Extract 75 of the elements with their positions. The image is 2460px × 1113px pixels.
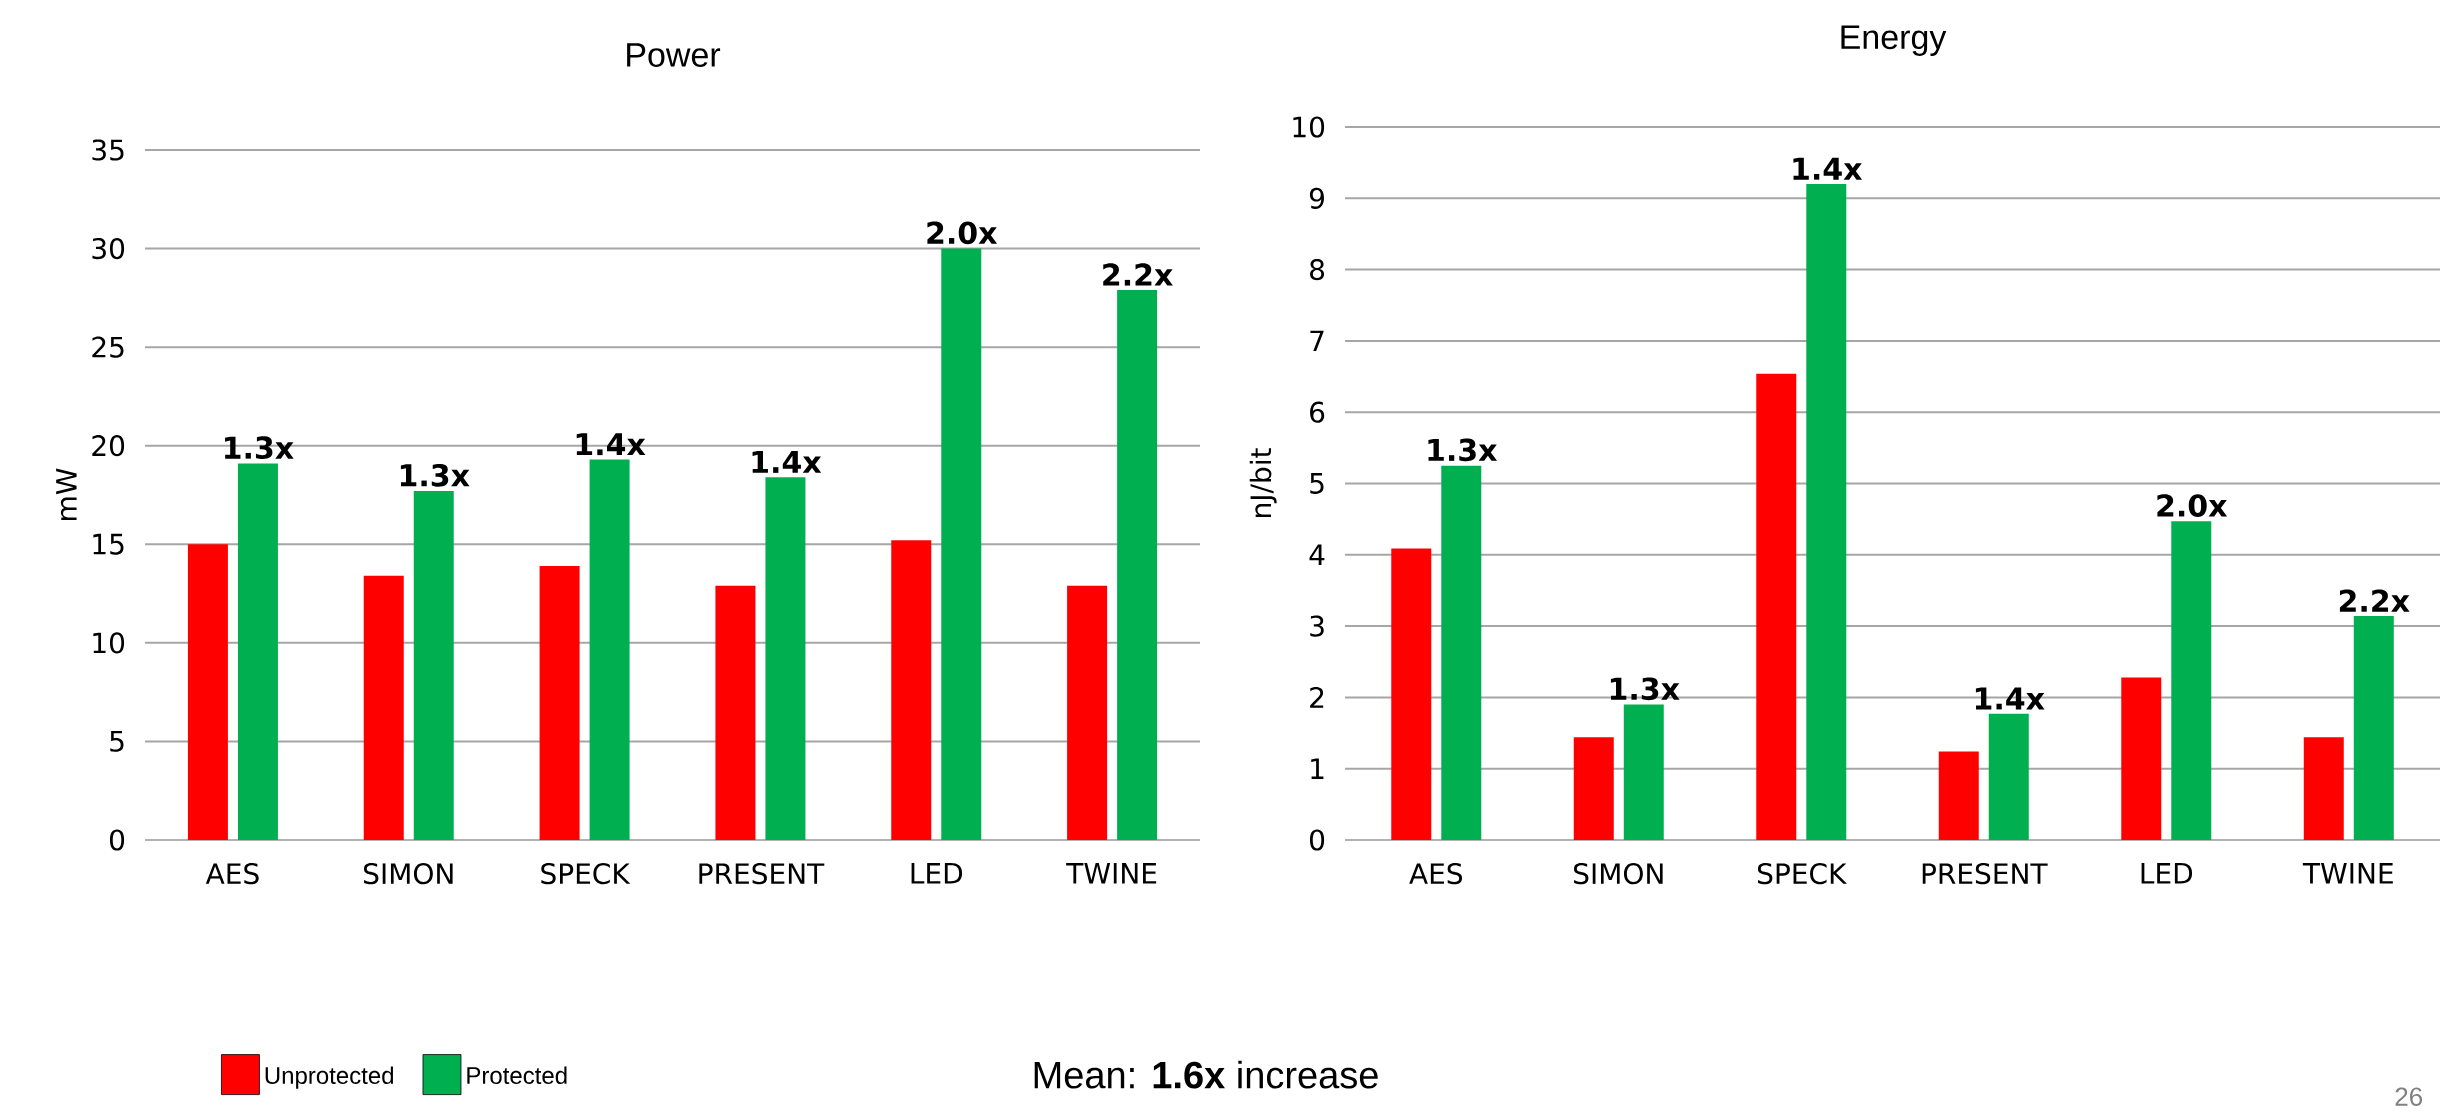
annotation: 2.2x	[2339, 589, 2410, 612]
y-tick-label: 5	[110, 731, 124, 752]
y-tick-label: 35	[92, 139, 124, 161]
annotation: 1.3x	[400, 463, 470, 487]
x-tick-label: SPECK	[1757, 863, 1847, 885]
chart-title: Energy	[1841, 25, 1947, 56]
y-tick-label: 0	[1309, 829, 1325, 851]
annotation: 2.0x	[927, 221, 998, 245]
bar	[2171, 521, 2212, 840]
bar	[1573, 737, 1614, 840]
y-tick-label: 5	[1310, 473, 1324, 494]
bar	[589, 459, 630, 840]
y-tick-label: 10	[93, 632, 125, 654]
bar	[413, 491, 454, 840]
x-tick-label: PRESENT	[1922, 863, 2048, 885]
annotation: 1.4x	[1793, 157, 1863, 180]
bar	[715, 585, 756, 840]
bar	[2353, 616, 2394, 840]
x-tick-label: LED	[911, 863, 963, 884]
y-tick-label: 20	[92, 435, 125, 457]
bar	[1067, 585, 1108, 840]
x-tick-label: SIMON	[1574, 863, 1663, 885]
bar	[1756, 373, 1797, 840]
y-tick-label: 1	[1311, 758, 1324, 779]
bar	[765, 477, 806, 840]
y-axis-title: nJ/bit	[1249, 448, 1277, 517]
y-axis-title: mW	[56, 468, 77, 520]
bar	[539, 565, 580, 840]
x-tick-label: PRESENT	[699, 863, 825, 885]
bar	[1117, 289, 1158, 840]
text: Mean: 1.6x increase	[1034, 1060, 1378, 1089]
y-tick-label: 25	[92, 336, 124, 358]
bar	[1441, 465, 1482, 840]
y-tick-label: 9	[1309, 187, 1324, 209]
bar	[1938, 751, 1979, 840]
y-tick-label: 8	[1310, 258, 1325, 281]
bar	[2121, 677, 2162, 840]
x-tick-label: TWINE	[2302, 863, 2393, 884]
y-tick-label: 10	[1293, 116, 1325, 138]
legend-label: Protected	[467, 1066, 567, 1085]
y-tick-label: 2	[1310, 686, 1324, 708]
x-tick-label: SIMON	[364, 863, 453, 885]
y-tick-label: 7	[1310, 330, 1324, 352]
bar	[941, 248, 982, 840]
bar	[363, 575, 404, 840]
annotation: 2.2x	[1103, 263, 1173, 286]
y-tick-label: 3	[1310, 615, 1324, 637]
x-tick-label: AES	[1409, 863, 1463, 885]
bar	[1806, 184, 1847, 840]
x-tick-label: AES	[205, 863, 259, 885]
y-tick-label: 15	[93, 533, 124, 555]
y-tick-label: 0	[109, 829, 125, 851]
x-tick-label: SPECK	[541, 863, 631, 885]
bar	[187, 544, 228, 840]
y-tick-label: 6	[1310, 401, 1325, 423]
x-tick-label: LED	[2141, 863, 2193, 884]
chart-title: Power	[627, 43, 721, 67]
annotation: 1.3x	[1428, 438, 1498, 462]
annotation: 1.4x	[1975, 687, 2045, 710]
bar	[2303, 737, 2344, 840]
annotation: 1.4x	[576, 433, 646, 456]
annotation: 1.3x	[1610, 677, 1680, 701]
bar	[891, 540, 932, 840]
y-tick-label: 4	[1309, 544, 1325, 565]
y-tick-label: 30	[92, 237, 125, 260]
bar	[1988, 713, 2029, 840]
bar	[1623, 704, 1664, 840]
bar	[1391, 548, 1432, 840]
annotation: 2.0x	[2157, 494, 2228, 517]
bar	[237, 463, 278, 840]
x-tick-label: TWINE	[1066, 863, 1157, 884]
annotation: 1.4x	[752, 450, 822, 473]
text: 26	[2395, 1087, 2423, 1106]
annotation: 1.3x	[225, 436, 294, 460]
legend-label: Unprotected	[265, 1066, 393, 1089]
